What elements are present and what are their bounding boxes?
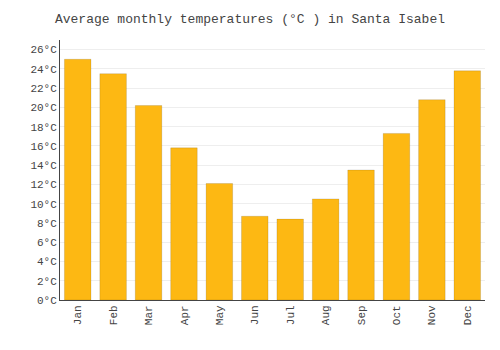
svg-text:24°C: 24°C xyxy=(30,64,57,76)
svg-text:14°C: 14°C xyxy=(30,160,57,172)
svg-text:May: May xyxy=(214,305,226,325)
svg-text:Nov: Nov xyxy=(426,305,438,325)
svg-text:2°C: 2°C xyxy=(37,276,57,288)
svg-text:0°C: 0°C xyxy=(37,295,57,307)
svg-text:22°C: 22°C xyxy=(30,83,57,95)
svg-text:8°C: 8°C xyxy=(37,218,57,230)
svg-text:Feb: Feb xyxy=(108,305,120,325)
svg-text:10°C: 10°C xyxy=(30,199,57,211)
svg-text:12°C: 12°C xyxy=(30,179,57,191)
svg-text:Average monthly temperatures (: Average monthly temperatures (°C ) in Sa… xyxy=(55,12,445,27)
svg-text:6°C: 6°C xyxy=(37,237,57,249)
svg-text:16°C: 16°C xyxy=(30,141,57,153)
svg-text:Jun: Jun xyxy=(249,305,261,325)
svg-text:Apr: Apr xyxy=(179,305,191,325)
svg-text:Jul: Jul xyxy=(285,305,297,325)
svg-text:20°C: 20°C xyxy=(30,102,57,114)
svg-text:Dec: Dec xyxy=(462,305,474,325)
svg-text:Mar: Mar xyxy=(143,305,155,325)
svg-text:Oct: Oct xyxy=(391,305,403,325)
svg-text:Sep: Sep xyxy=(356,305,368,325)
svg-text:18°C: 18°C xyxy=(30,122,57,134)
svg-text:4°C: 4°C xyxy=(37,256,57,268)
svg-text:Jan: Jan xyxy=(72,305,84,325)
svg-text:26°C: 26°C xyxy=(30,44,57,56)
svg-text:Aug: Aug xyxy=(320,305,332,325)
